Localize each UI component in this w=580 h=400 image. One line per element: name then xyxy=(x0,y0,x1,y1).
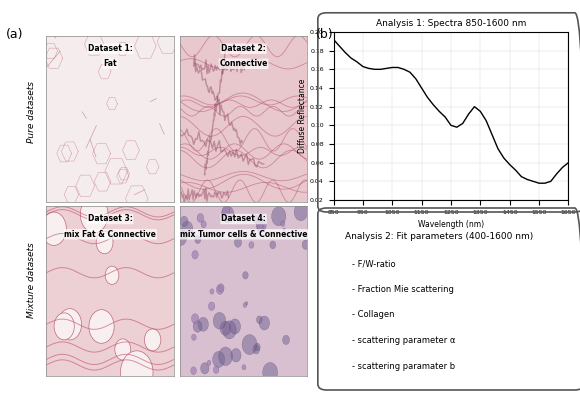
Text: Fat: Fat xyxy=(103,59,117,68)
Circle shape xyxy=(213,312,226,329)
Text: Connective: Connective xyxy=(219,59,268,68)
Circle shape xyxy=(222,206,234,223)
Circle shape xyxy=(253,215,259,223)
Circle shape xyxy=(229,319,241,334)
Circle shape xyxy=(294,203,307,221)
Circle shape xyxy=(219,347,233,366)
Circle shape xyxy=(182,221,193,236)
Circle shape xyxy=(242,365,246,370)
Circle shape xyxy=(191,334,196,340)
Circle shape xyxy=(58,309,82,340)
Circle shape xyxy=(41,212,66,246)
Circle shape xyxy=(193,320,202,332)
Circle shape xyxy=(121,351,153,394)
Circle shape xyxy=(197,214,204,222)
Circle shape xyxy=(180,216,188,226)
Circle shape xyxy=(105,266,119,284)
Circle shape xyxy=(192,250,198,259)
Text: - scattering parameter α: - scattering parameter α xyxy=(352,336,456,345)
Circle shape xyxy=(263,362,278,382)
Circle shape xyxy=(253,345,259,354)
Circle shape xyxy=(256,218,266,232)
Circle shape xyxy=(115,339,130,360)
Circle shape xyxy=(213,366,219,374)
Text: Dataset 3:: Dataset 3: xyxy=(88,214,133,224)
Circle shape xyxy=(213,351,224,368)
Circle shape xyxy=(208,302,215,310)
Text: (b): (b) xyxy=(316,28,334,41)
Circle shape xyxy=(281,221,285,226)
Circle shape xyxy=(220,321,231,335)
Circle shape xyxy=(223,206,230,216)
Text: - Fraction Mie scattering: - Fraction Mie scattering xyxy=(352,285,454,294)
Text: Dataset 4:: Dataset 4: xyxy=(221,214,266,224)
Text: (a): (a) xyxy=(6,28,23,41)
Text: Dataset 1:: Dataset 1: xyxy=(88,44,133,53)
Circle shape xyxy=(223,321,236,339)
Y-axis label: Diffuse Reflectance: Diffuse Reflectance xyxy=(298,79,307,153)
Circle shape xyxy=(270,241,275,249)
Circle shape xyxy=(256,316,262,324)
Circle shape xyxy=(243,302,247,308)
Circle shape xyxy=(175,229,187,246)
Circle shape xyxy=(191,367,197,374)
Circle shape xyxy=(195,236,201,244)
Circle shape xyxy=(201,363,209,374)
Circle shape xyxy=(302,240,309,250)
Text: - Collagen: - Collagen xyxy=(352,310,395,319)
Text: Mixture datasets: Mixture datasets xyxy=(27,242,37,318)
Circle shape xyxy=(242,272,248,279)
Circle shape xyxy=(216,285,223,294)
Circle shape xyxy=(258,224,264,232)
Circle shape xyxy=(89,310,114,343)
Text: Dataset 2:: Dataset 2: xyxy=(221,44,266,53)
Text: - F/W-ratio: - F/W-ratio xyxy=(352,259,396,268)
Circle shape xyxy=(259,316,270,330)
Circle shape xyxy=(282,335,289,344)
Circle shape xyxy=(249,242,254,248)
Title: Analysis 1: Spectra 850-1600 nm: Analysis 1: Spectra 850-1600 nm xyxy=(376,20,526,28)
Circle shape xyxy=(242,334,257,354)
Circle shape xyxy=(218,284,224,292)
Circle shape xyxy=(81,196,108,233)
Circle shape xyxy=(234,238,241,247)
Circle shape xyxy=(231,348,241,362)
X-axis label: Wavelength (nm): Wavelength (nm) xyxy=(418,220,484,229)
Text: Pure datasets: Pure datasets xyxy=(27,81,37,143)
Circle shape xyxy=(191,314,199,324)
Circle shape xyxy=(210,289,214,294)
Circle shape xyxy=(245,302,248,305)
Text: mix Fat & Connective: mix Fat & Connective xyxy=(64,230,156,239)
Circle shape xyxy=(198,317,208,331)
Circle shape xyxy=(255,343,260,351)
Text: - scattering paramater b: - scattering paramater b xyxy=(352,362,455,370)
Text: Analysis 2: Fit parameters (400-1600 nm): Analysis 2: Fit parameters (400-1600 nm) xyxy=(345,232,534,241)
Circle shape xyxy=(144,329,161,351)
Circle shape xyxy=(201,221,206,228)
Circle shape xyxy=(207,360,211,366)
Circle shape xyxy=(96,231,113,254)
Circle shape xyxy=(54,313,74,340)
Text: mix Tumor cells & Connective: mix Tumor cells & Connective xyxy=(180,230,307,239)
Circle shape xyxy=(271,207,286,226)
Circle shape xyxy=(283,228,285,231)
